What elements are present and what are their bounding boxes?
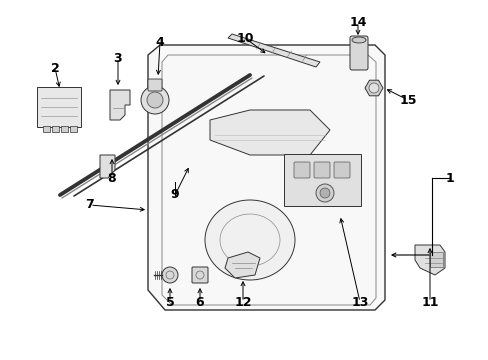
Ellipse shape (141, 86, 169, 114)
FancyBboxPatch shape (51, 126, 59, 131)
Text: 5: 5 (165, 296, 174, 309)
FancyBboxPatch shape (313, 162, 329, 178)
Circle shape (319, 188, 329, 198)
FancyBboxPatch shape (37, 87, 81, 127)
Text: 10: 10 (236, 31, 253, 45)
Circle shape (162, 267, 178, 283)
Polygon shape (110, 90, 130, 120)
Polygon shape (100, 155, 115, 178)
Text: 3: 3 (113, 51, 122, 64)
Text: 14: 14 (348, 15, 366, 28)
Text: 2: 2 (51, 62, 59, 75)
FancyBboxPatch shape (333, 162, 349, 178)
Polygon shape (364, 80, 382, 96)
Text: 7: 7 (85, 198, 94, 211)
Text: 12: 12 (234, 296, 251, 309)
FancyBboxPatch shape (148, 79, 162, 91)
FancyBboxPatch shape (284, 154, 360, 206)
FancyBboxPatch shape (192, 267, 207, 283)
FancyBboxPatch shape (349, 36, 367, 70)
FancyBboxPatch shape (293, 162, 309, 178)
Text: 13: 13 (350, 296, 368, 309)
Circle shape (368, 83, 378, 93)
Polygon shape (227, 34, 319, 67)
Polygon shape (429, 252, 442, 267)
Text: 8: 8 (107, 171, 116, 184)
FancyBboxPatch shape (42, 126, 49, 131)
Text: 9: 9 (170, 189, 179, 202)
Text: 4: 4 (155, 36, 164, 49)
Text: 1: 1 (445, 171, 453, 184)
Polygon shape (224, 252, 260, 278)
FancyBboxPatch shape (61, 126, 67, 131)
Polygon shape (148, 45, 384, 310)
Polygon shape (209, 110, 329, 155)
Ellipse shape (204, 200, 294, 280)
Ellipse shape (147, 92, 163, 108)
Polygon shape (414, 245, 444, 275)
Text: 6: 6 (195, 296, 204, 309)
Ellipse shape (351, 37, 365, 43)
FancyBboxPatch shape (69, 126, 76, 131)
Text: 11: 11 (420, 296, 438, 309)
Text: 15: 15 (398, 94, 416, 107)
Circle shape (315, 184, 333, 202)
